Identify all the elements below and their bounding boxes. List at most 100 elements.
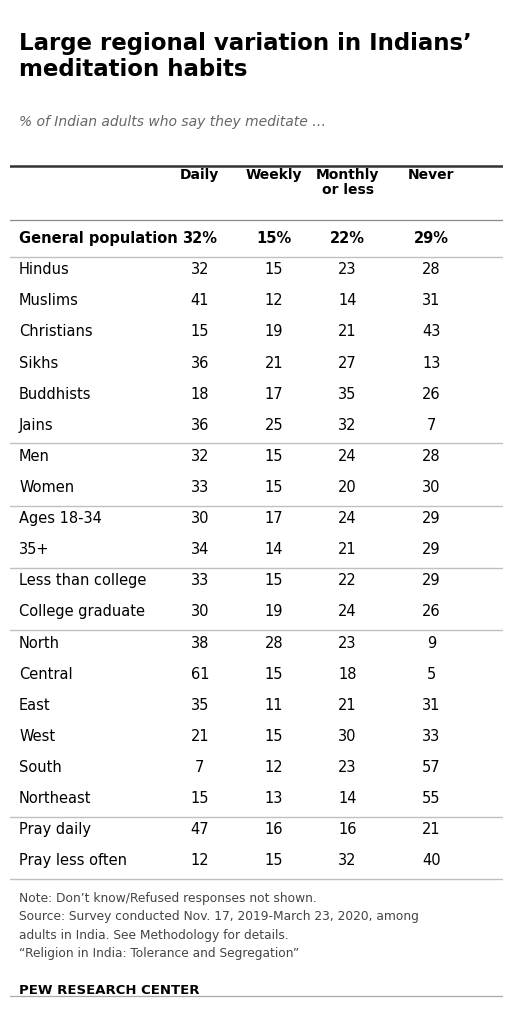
- Text: Northeast: Northeast: [19, 792, 92, 806]
- Text: 28: 28: [264, 636, 283, 650]
- Text: North: North: [19, 636, 60, 650]
- Text: 33: 33: [191, 573, 209, 589]
- Text: 32: 32: [339, 853, 357, 868]
- Text: Jains: Jains: [19, 418, 54, 433]
- Text: 26: 26: [422, 387, 441, 401]
- Text: 21: 21: [190, 729, 209, 743]
- Text: 15: 15: [265, 480, 283, 495]
- Text: 21: 21: [338, 697, 357, 713]
- Text: 13: 13: [422, 355, 441, 371]
- Text: 12: 12: [190, 853, 209, 868]
- Text: 9: 9: [427, 636, 436, 650]
- Text: 36: 36: [191, 418, 209, 433]
- Text: 15: 15: [191, 325, 209, 340]
- Text: 55: 55: [422, 792, 441, 806]
- Text: Hindus: Hindus: [19, 262, 70, 278]
- Text: 38: 38: [191, 636, 209, 650]
- Text: 32: 32: [191, 449, 209, 464]
- Text: 30: 30: [191, 511, 209, 526]
- Text: 16: 16: [339, 822, 357, 838]
- Text: 36: 36: [191, 355, 209, 371]
- Text: 21: 21: [264, 355, 283, 371]
- Text: PEW RESEARCH CENTER: PEW RESEARCH CENTER: [19, 984, 200, 996]
- Text: 35: 35: [191, 697, 209, 713]
- Text: 30: 30: [191, 604, 209, 620]
- Text: 28: 28: [422, 262, 441, 278]
- Text: College graduate: College graduate: [19, 604, 145, 620]
- Text: 13: 13: [265, 792, 283, 806]
- Text: 15: 15: [191, 792, 209, 806]
- Text: 19: 19: [265, 604, 283, 620]
- Text: 43: 43: [422, 325, 441, 340]
- Text: 41: 41: [191, 293, 209, 308]
- Text: 32: 32: [339, 418, 357, 433]
- Text: Ages 18-34: Ages 18-34: [19, 511, 102, 526]
- Text: 22: 22: [338, 573, 357, 589]
- Text: 33: 33: [422, 729, 441, 743]
- Text: 32%: 32%: [182, 231, 218, 246]
- Text: East: East: [19, 697, 51, 713]
- Text: Pray less often: Pray less often: [19, 853, 127, 868]
- Text: Daily: Daily: [180, 168, 220, 182]
- Text: 24: 24: [338, 604, 357, 620]
- Text: 29: 29: [422, 543, 441, 557]
- Text: Less than college: Less than college: [19, 573, 147, 589]
- Text: 5: 5: [427, 667, 436, 682]
- Text: 20: 20: [338, 480, 357, 495]
- Text: % of Indian adults who say they meditate …: % of Indian adults who say they meditate…: [19, 115, 326, 129]
- Text: 12: 12: [264, 760, 283, 775]
- Text: 12: 12: [264, 293, 283, 308]
- Text: Never: Never: [408, 168, 455, 182]
- Text: 32: 32: [191, 262, 209, 278]
- Text: Pray daily: Pray daily: [19, 822, 91, 838]
- Text: 14: 14: [339, 792, 357, 806]
- Text: 61: 61: [191, 667, 209, 682]
- Text: South: South: [19, 760, 62, 775]
- Text: 15: 15: [265, 729, 283, 743]
- Text: 26: 26: [422, 604, 441, 620]
- Text: Men: Men: [19, 449, 50, 464]
- Text: 17: 17: [264, 511, 283, 526]
- Text: 25: 25: [264, 418, 283, 433]
- Text: 33: 33: [191, 480, 209, 495]
- Text: 40: 40: [422, 853, 441, 868]
- Text: 29: 29: [422, 511, 441, 526]
- Text: 15: 15: [265, 573, 283, 589]
- Text: 21: 21: [338, 325, 357, 340]
- Text: 19: 19: [265, 325, 283, 340]
- Text: 35: 35: [339, 387, 357, 401]
- Text: 18: 18: [191, 387, 209, 401]
- Text: 27: 27: [338, 355, 357, 371]
- Text: Large regional variation in Indians’
meditation habits: Large regional variation in Indians’ med…: [19, 33, 472, 81]
- Text: 18: 18: [339, 667, 357, 682]
- Text: General population: General population: [19, 231, 178, 246]
- Text: Central: Central: [19, 667, 73, 682]
- Text: Buddhists: Buddhists: [19, 387, 92, 401]
- Text: Women: Women: [19, 480, 74, 495]
- Text: Muslims: Muslims: [19, 293, 79, 308]
- Text: 29: 29: [422, 573, 441, 589]
- Text: 21: 21: [338, 543, 357, 557]
- Text: Weekly: Weekly: [246, 168, 302, 182]
- Text: 7: 7: [427, 418, 436, 433]
- Text: Sikhs: Sikhs: [19, 355, 58, 371]
- Text: 15: 15: [265, 853, 283, 868]
- Text: 22%: 22%: [330, 231, 365, 246]
- Text: 23: 23: [339, 262, 357, 278]
- Text: 16: 16: [265, 822, 283, 838]
- Text: 47: 47: [190, 822, 209, 838]
- Text: 14: 14: [339, 293, 357, 308]
- Text: 29%: 29%: [414, 231, 449, 246]
- Text: 31: 31: [422, 293, 441, 308]
- Text: 23: 23: [339, 636, 357, 650]
- Text: 11: 11: [265, 697, 283, 713]
- Text: 14: 14: [265, 543, 283, 557]
- Text: 7: 7: [195, 760, 205, 775]
- Text: West: West: [19, 729, 55, 743]
- Text: 15%: 15%: [256, 231, 291, 246]
- Text: 15: 15: [265, 262, 283, 278]
- Text: Christians: Christians: [19, 325, 93, 340]
- Text: 31: 31: [422, 697, 441, 713]
- Text: 24: 24: [338, 449, 357, 464]
- Text: 15: 15: [265, 449, 283, 464]
